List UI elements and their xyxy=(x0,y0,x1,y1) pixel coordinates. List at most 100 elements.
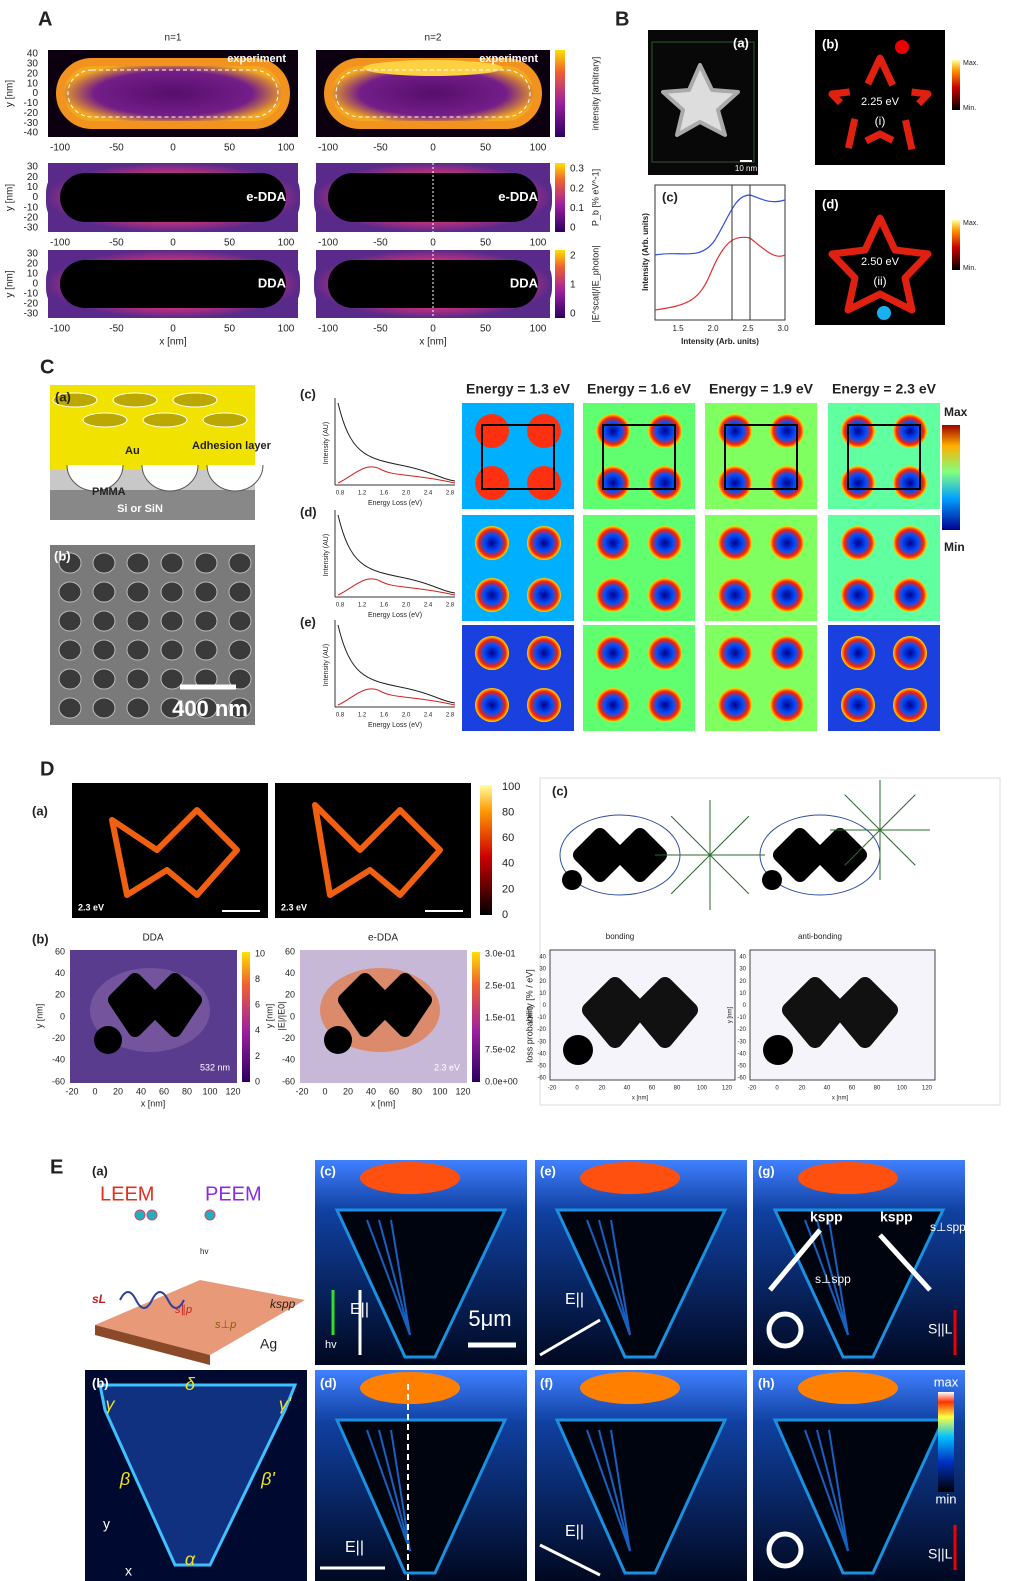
spp-fringe xyxy=(390,1429,411,1552)
y-tick-label: -60 xyxy=(52,1076,65,1086)
colorbar-tick: 100 xyxy=(502,781,520,793)
y-tick-label: -20 xyxy=(52,1033,65,1043)
hole xyxy=(126,581,150,603)
plasmon-map xyxy=(828,214,932,314)
e-arrow xyxy=(539,1318,601,1357)
mode-label: (ii) xyxy=(873,274,886,288)
outline xyxy=(335,69,531,118)
hole-map xyxy=(893,636,927,670)
hole-map xyxy=(648,526,682,560)
y-tick-label: -60 xyxy=(537,1076,546,1082)
spectrum-total xyxy=(337,402,456,482)
y-tick-label: 10 xyxy=(539,991,546,997)
x-tick-label: -50 xyxy=(373,324,388,335)
y-tick-label: -10 xyxy=(737,1015,746,1021)
panel-tag: (b) xyxy=(822,36,839,51)
hole xyxy=(194,610,218,632)
hole-map xyxy=(893,578,927,612)
x-tick-label: 0.8 xyxy=(336,713,345,719)
plasmon-map xyxy=(828,54,932,154)
y-tick-label: -30 xyxy=(537,1039,546,1045)
hole-map xyxy=(596,414,630,448)
x-tick-label: 100 xyxy=(897,1086,908,1092)
k-arrow xyxy=(878,1233,932,1292)
corner-label: γ xyxy=(106,1394,116,1414)
y-tick-label: -20 xyxy=(24,108,39,119)
hole-map xyxy=(596,526,630,560)
crystal xyxy=(334,1418,508,1575)
column-title: n=2 xyxy=(425,33,442,44)
colorbar-tick: 1.5e-01 xyxy=(485,1012,516,1022)
annotation: kspp xyxy=(810,1209,843,1225)
y-tick-label: -10 xyxy=(24,98,39,109)
colorbar-max: Max. xyxy=(963,220,978,227)
hole xyxy=(228,552,252,574)
hole xyxy=(194,552,218,574)
y-tick-label: -20 xyxy=(537,1027,546,1033)
polarization xyxy=(766,1311,804,1349)
hole xyxy=(228,581,252,603)
axis-label: x [nm] xyxy=(632,1096,649,1102)
x-tick-label: 100 xyxy=(278,324,295,335)
hole xyxy=(126,668,150,690)
x-tick-label: 120 xyxy=(922,1086,933,1092)
x-tick-label: -100 xyxy=(50,324,70,335)
spp-fringe xyxy=(804,1429,849,1552)
crystal xyxy=(334,1208,508,1359)
hole-map xyxy=(841,526,875,560)
colorbar-tick: 2 xyxy=(255,1051,260,1061)
axis-label: y [nm] xyxy=(264,1004,274,1029)
hole xyxy=(160,668,184,690)
panel-tag: (d) xyxy=(300,504,317,519)
column-title: Energy = 2.3 eV xyxy=(832,381,937,397)
colorbar-tick: 1 xyxy=(570,280,576,291)
spectrum-red xyxy=(654,236,786,311)
hole xyxy=(92,552,116,574)
colorbar-label: intensity [arbitrary] xyxy=(590,57,600,131)
colorbar xyxy=(555,163,565,232)
hole-map xyxy=(718,526,752,560)
hole-map xyxy=(648,688,682,722)
y-tick-label: 40 xyxy=(285,968,295,978)
axis-label: y [nm] xyxy=(728,1007,734,1024)
hole-map xyxy=(893,526,927,560)
x-tick-label: 2.4 xyxy=(424,491,433,497)
y-tick-label: 30 xyxy=(27,249,39,260)
spp-fringe xyxy=(378,1219,411,1336)
y-tick-label: 20 xyxy=(285,990,295,1000)
y-tick-label: 60 xyxy=(55,946,65,956)
x-tick-label: 0 xyxy=(430,238,436,249)
hole xyxy=(126,639,150,661)
colorbar-tick: 6 xyxy=(255,1000,260,1010)
colorbar-min: min xyxy=(936,1491,957,1506)
corner-label: α xyxy=(185,1549,196,1569)
spp-fringe xyxy=(598,1429,631,1552)
y-tick-label: 20 xyxy=(27,172,39,183)
particle xyxy=(582,977,698,1048)
spp-fringe xyxy=(610,1429,631,1552)
column-title: Energy = 1.6 eV xyxy=(587,381,692,397)
spp-fringe xyxy=(828,1429,849,1552)
hole xyxy=(172,392,218,408)
hole-map xyxy=(841,688,875,722)
colorbar-tick: 0.2 xyxy=(570,183,584,194)
y-tick-label: -10 xyxy=(24,289,39,300)
x-tick-label: 1.2 xyxy=(358,603,367,609)
hole xyxy=(160,697,184,719)
particle xyxy=(338,973,432,1037)
axis-label: y xyxy=(103,1516,110,1532)
x-tick-label: 20 xyxy=(113,1086,123,1096)
annotation: Ag xyxy=(260,1336,277,1352)
hole xyxy=(58,581,82,603)
electron xyxy=(204,1209,216,1221)
x-tick-label: 100 xyxy=(530,143,547,154)
x-tick-label: 1.6 xyxy=(380,713,389,719)
panel-tag: (f) xyxy=(540,1375,553,1390)
hole-map xyxy=(475,636,509,670)
y-tick-label: -30 xyxy=(737,1039,746,1045)
hole xyxy=(92,639,116,661)
annotation: S||L xyxy=(928,1546,953,1562)
hole xyxy=(126,610,150,632)
particle xyxy=(60,173,286,222)
panel-tag: (g) xyxy=(758,1163,775,1178)
